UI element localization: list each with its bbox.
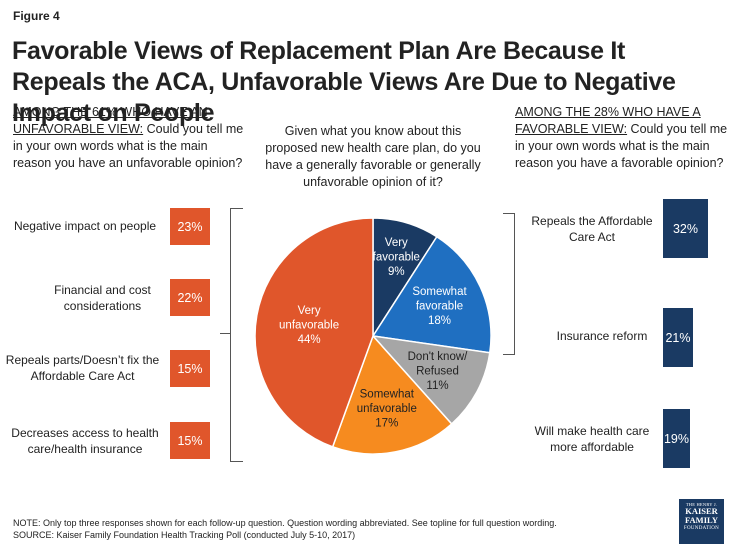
left-item-value: 15%: [170, 422, 210, 459]
right-item-value: 32%: [663, 199, 708, 258]
left-bracket-tick: [220, 333, 231, 334]
right-item-value: 19%: [663, 409, 690, 468]
figure-label: Figure 4: [13, 9, 60, 23]
logo-line4: FOUNDATION: [683, 526, 720, 531]
right-item-label: Repeals the Affordable Care Act: [531, 214, 653, 244]
chart-title: Favorable Views of Replacement Plan Are …: [12, 37, 676, 127]
pie-slice-label: Very unfavorable 44%: [279, 305, 339, 346]
left-bracket: [230, 208, 243, 462]
kff-logo: THE HENRY J. KAISER FAMILY FOUNDATION: [679, 499, 724, 544]
pie-slice: [371, 235, 492, 354]
left-item-value: 22%: [170, 279, 210, 316]
left-item-label: Decreases access to health care/health i…: [11, 426, 159, 456]
left-item-label: Financial and cost considerations: [54, 283, 151, 313]
right-question: AMONG THE 28% WHO HAVE A FAVORABLE VIEW:…: [515, 104, 730, 172]
center-question: Given what you know about this proposed …: [265, 124, 481, 189]
right-item-label: Will make health care more affordable: [534, 424, 650, 454]
left-question: AMONG THE 61% WHO HAVE AN UNFAVORABLE VI…: [13, 104, 248, 172]
pie-slice-label: Somewhat unfavorable 17%: [357, 388, 417, 429]
left-item-value: 15%: [170, 350, 210, 387]
note-text: NOTE: Only top three responses shown for…: [13, 518, 557, 528]
left-question-lead: AMONG THE 61% WHO HAVE AN UNFAVORABLE VI…: [13, 105, 208, 136]
pie-chart: Very favorable 9% Somewhat favorable 18% Don't…: [254, 217, 492, 455]
logo-line3: FAMILY: [684, 515, 719, 525]
left-item-label: Repeals parts/Doesn’t fix the Affordable…: [5, 353, 160, 383]
footnote: NOTE: Only top three responses shown for…: [13, 517, 633, 541]
logo-line2: KAISER: [685, 506, 718, 516]
right-question-lead: AMONG THE 28% WHO HAVE A FAVORABLE VIEW:: [515, 105, 701, 136]
right-item-value: 21%: [663, 308, 693, 367]
left-item-label: Negative impact on people: [13, 219, 157, 233]
right-question-text: Could you tell me in your own words what…: [515, 122, 728, 170]
pie-slice: [371, 334, 491, 425]
left-question-text: Could you tell me in your own words what…: [13, 122, 244, 170]
right-item-label: Insurance reform: [556, 329, 648, 343]
pie-slice: [254, 217, 374, 448]
logo-line1: THE HENRY J.: [685, 502, 718, 507]
pie-slice-label: Somewhat favorable 18%: [412, 286, 467, 327]
source-text: SOURCE: Kaiser Family Foundation Health …: [13, 530, 356, 540]
pie-slice-label: Very favorable 9%: [373, 237, 420, 278]
right-bracket: [503, 213, 515, 355]
left-item-value: 23%: [170, 208, 210, 245]
pie-slice-label: Don't know/Refused 11%: [408, 351, 469, 392]
